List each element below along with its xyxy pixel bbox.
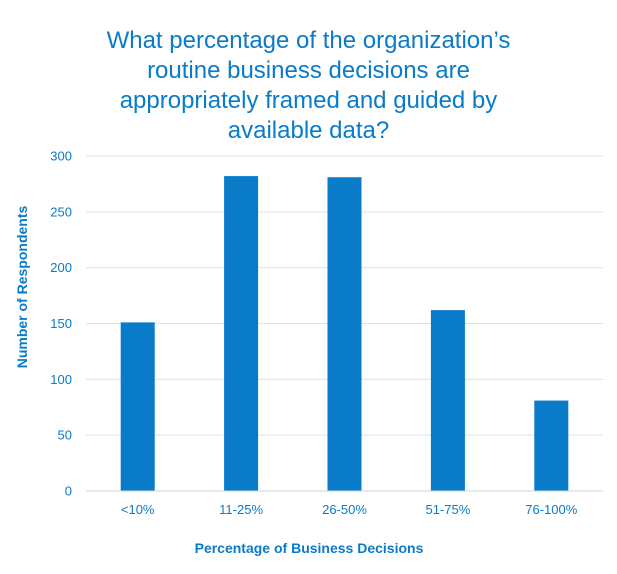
bars <box>120 176 569 491</box>
y-tick-label: 50 <box>58 428 72 443</box>
bar-3 <box>327 177 362 491</box>
x-tick-label: <10% <box>121 502 155 517</box>
y-tick-label: 200 <box>50 260 72 275</box>
y-tick-label: 100 <box>50 372 72 387</box>
bar-2 <box>224 176 259 491</box>
y-tick-label: 300 <box>50 149 72 164</box>
bar-4 <box>430 310 465 491</box>
x-tick-label: 11-25% <box>219 502 263 517</box>
x-tick-label: 26-50% <box>322 502 367 517</box>
x-tick-label: 76-100% <box>525 502 577 517</box>
bar-5 <box>534 400 569 491</box>
x-tick-label: 51-75% <box>425 502 470 517</box>
tick-labels: 0 50 100 150 200 250 300 <10% 11-25% 26-50% 51-75%… <box>50 149 577 518</box>
chart-title: What percentage of the organization’s ro… <box>106 27 511 144</box>
x-axis-title: Percentage of Business Decisions <box>195 540 424 556</box>
y-tick-label: 250 <box>50 204 72 219</box>
y-axis-title: Number of Respondents <box>14 206 30 369</box>
bar-1 <box>120 322 155 491</box>
y-tick-label: 0 <box>65 484 72 499</box>
y-tick-label: 150 <box>50 316 72 331</box>
